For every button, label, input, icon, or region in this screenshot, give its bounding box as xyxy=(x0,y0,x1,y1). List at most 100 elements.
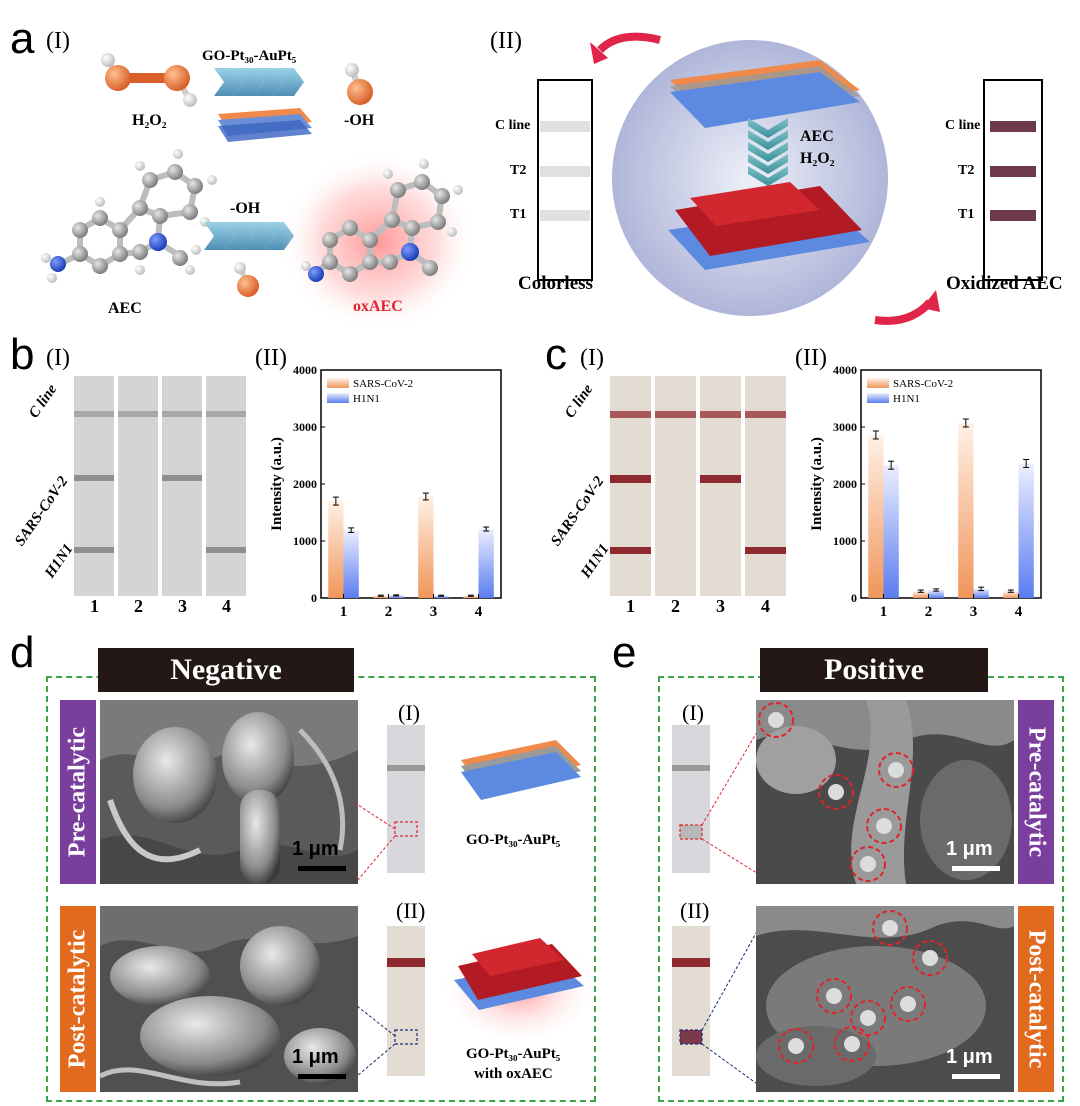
bar-sars-1 xyxy=(328,501,344,598)
bar-sars-2 xyxy=(373,595,389,598)
aec-atoms xyxy=(41,149,217,283)
d-post-label: Post-catalytic xyxy=(64,929,91,1069)
d-post-side xyxy=(60,906,96,1092)
oxidized-aec-label: Oxidized AEC xyxy=(946,273,1063,294)
d-pre-label: Pre-catalytic xyxy=(64,726,91,858)
strip-c-3 xyxy=(700,376,741,596)
strip-b-4-c xyxy=(206,411,246,417)
b-sars-label: SARS-CoV-2 xyxy=(12,473,72,550)
e-strip-i-label: (I) xyxy=(682,700,704,725)
center-reagent-aec: AEC xyxy=(800,128,834,145)
strip-oxidized-c-band xyxy=(990,121,1036,132)
colorless-t2-label: T2 xyxy=(510,163,527,178)
curved-arrow-bottom-right-head xyxy=(922,290,940,312)
curved-arrow-top-left-head xyxy=(590,42,608,64)
chart-c: 0 1000 2000 3000 4000 Intensity (a.u.) 1 2 3 4 SAR… xyxy=(809,363,1042,620)
e-strip-i xyxy=(672,725,761,876)
strip-b-4 xyxy=(206,376,246,596)
oxidized-c-label: C line xyxy=(945,118,981,133)
panel-e-letter: e xyxy=(612,628,637,677)
x-tick-label: 3 xyxy=(430,604,438,620)
panel-d-letter: d xyxy=(10,628,35,677)
colorless-t1-label: T1 xyxy=(510,207,527,222)
strip-c-4-h1n1 xyxy=(745,547,786,554)
panel-a-ii-label: (II) xyxy=(490,28,522,54)
panel-a-ii-scheme xyxy=(537,32,1043,325)
y-tick-label: 4000 xyxy=(293,363,317,377)
strip-c-4-c xyxy=(745,411,786,418)
e-sem-pre xyxy=(756,700,1014,884)
legend-swatch xyxy=(327,393,349,403)
bar-h1n1-3 xyxy=(433,595,449,598)
e-post-label: Post-catalytic xyxy=(1023,929,1050,1069)
e-scale-post: 1 μm xyxy=(946,1046,993,1068)
d-scale-pre: 1 μm xyxy=(292,838,339,860)
panel-c-i-label: (I) xyxy=(580,345,604,371)
d-catalyst-label: GO-Pt₃₀-AuPt₅ xyxy=(466,832,561,848)
x-tick-label: 4 xyxy=(475,604,483,620)
bar-sars-4 xyxy=(463,595,479,598)
panel-b-letter: b xyxy=(10,330,35,379)
y-axis-label: Intensity (a.u.) xyxy=(269,437,285,531)
bar-h1n1-1 xyxy=(343,530,359,598)
panel-c-ii-label: (II) xyxy=(795,345,827,371)
d-sem-pre xyxy=(100,700,358,884)
strip-c-2 xyxy=(655,376,696,596)
strip-b-4-h1n1 xyxy=(206,547,246,553)
strip-oxidized-t1-band xyxy=(990,210,1036,221)
c-num-2: 2 xyxy=(671,596,680,616)
strip-oxidized-t2-band xyxy=(990,166,1036,177)
panel-b-strips xyxy=(74,376,246,596)
arrow-chevrons-down xyxy=(748,118,788,186)
strip-colorless xyxy=(537,79,593,281)
panel-c-strips xyxy=(610,376,786,596)
strip-c-3-sars xyxy=(700,475,741,483)
y-tick-label: 2000 xyxy=(833,477,857,491)
strip-b-2-c xyxy=(118,411,158,417)
d-scale-post: 1 μm xyxy=(292,1046,339,1068)
d-catalyst-sheet xyxy=(461,740,581,800)
c-c-line-label: C line xyxy=(562,381,597,422)
y-tick-label: 3000 xyxy=(833,420,857,434)
legend-swatch xyxy=(867,393,889,403)
b-num-4: 4 xyxy=(222,596,231,616)
e-scale-pre: 1 μm xyxy=(946,838,993,860)
e-scale-pre-bar xyxy=(952,866,1000,871)
panel-b-ii-label: (II) xyxy=(255,345,287,371)
legend-label: SARS-CoV-2 xyxy=(353,378,413,390)
chart-b: 0 1000 2000 3000 4000 Intensity (a.u.) 1 2 3 4 SAR… xyxy=(269,363,502,620)
b-num-3: 3 xyxy=(178,596,187,616)
oxaec-label: oxAEC xyxy=(353,298,403,315)
strip-b-1-c xyxy=(74,411,114,417)
panel-a-scheme xyxy=(41,53,476,330)
e-strip-ii xyxy=(672,926,761,1087)
bar-h1n1-4 xyxy=(1018,463,1034,598)
panel-e-banner: Positive xyxy=(760,648,988,692)
x-tick-label: 1 xyxy=(880,604,888,620)
legend-label: SARS-CoV-2 xyxy=(893,378,953,390)
d-catalyst-ox-label-2: with oxAEC xyxy=(474,1066,553,1082)
d-strip-ii xyxy=(356,926,425,1077)
h2o2-label: H₂O₂ xyxy=(132,112,167,129)
strip-oxidized xyxy=(983,79,1043,281)
legend-swatch xyxy=(327,378,349,388)
strip-b-3-sars xyxy=(162,475,202,481)
panel-d-banner: Negative xyxy=(98,648,354,692)
b-num-1: 1 xyxy=(90,596,99,616)
x-tick-label: 2 xyxy=(925,604,933,620)
oxaec-glow xyxy=(280,152,476,330)
b-num-2: 2 xyxy=(134,596,143,616)
legend-label: H1N1 xyxy=(353,393,380,405)
strip-b-1-h1n1 xyxy=(74,547,114,553)
panel-a-letter: a xyxy=(10,14,35,63)
y-tick-label: 1000 xyxy=(293,534,317,548)
strip-b-2 xyxy=(118,376,158,596)
d-catalyst-ox-sheet xyxy=(445,933,593,1037)
strip-b-3-c xyxy=(162,411,202,417)
strip-b-1-sars xyxy=(74,475,114,481)
strip-c-1 xyxy=(610,376,651,596)
d-strip-ii-label: (II) xyxy=(396,898,426,923)
strip-colorless-t1-band xyxy=(540,210,590,221)
colorless-c-label: C line xyxy=(495,118,531,133)
oxidized-t2-label: T2 xyxy=(958,163,975,178)
